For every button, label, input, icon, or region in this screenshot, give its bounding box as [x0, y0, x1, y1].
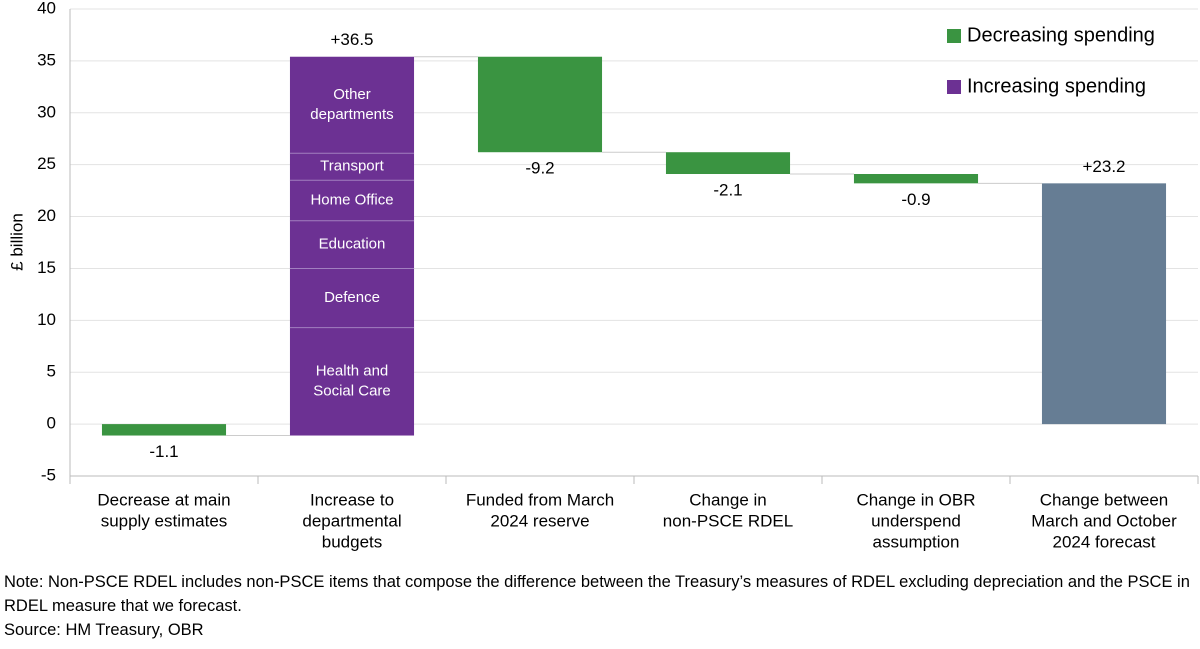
value-label: -2.1	[713, 180, 742, 199]
segment-label: Transport	[320, 158, 384, 175]
x-tick-label: Change in OBR	[856, 490, 975, 509]
x-tick-label: supply estimates	[101, 511, 228, 530]
value-label: +23.2	[1082, 157, 1125, 176]
value-label: -0.9	[901, 190, 930, 209]
segment-label: Other	[333, 86, 371, 103]
y-tick-label: 40	[37, 0, 56, 17]
legend-swatch	[947, 29, 961, 43]
segment-label: Health and	[316, 363, 389, 380]
y-tick-label: 5	[47, 362, 56, 381]
value-label: -1.1	[149, 442, 178, 461]
source: Source: HM Treasury, OBR	[4, 621, 204, 639]
x-tick-label: Increase to	[310, 490, 394, 509]
bar-segment	[289, 220, 415, 269]
x-tick-label: Change in	[689, 490, 767, 509]
x-tick-label: Decrease at main	[97, 490, 230, 509]
x-tick-label: departmental	[302, 511, 401, 530]
bar-segment	[289, 268, 415, 328]
chart: £ billion -5 0 5 10 15 20 25 30 35 40 -1.1 Decrease…	[7, 0, 1199, 551]
segment-label: Defence	[324, 289, 380, 306]
y-tick-label: 10	[37, 310, 56, 329]
legend-label: Decreasing spending	[967, 24, 1155, 46]
y-tick-label: 25	[37, 154, 56, 173]
y-tick-label: 35	[37, 50, 56, 69]
y-tick-label: 20	[37, 206, 56, 225]
x-tick-label: non-PSCE RDEL	[663, 511, 793, 530]
y-axis-label: £ billion	[7, 213, 26, 271]
value-label: -9.2	[525, 159, 554, 178]
legend-swatch	[947, 80, 961, 94]
bar	[853, 174, 979, 184]
bar	[1041, 183, 1167, 425]
y-tick-label: 0	[47, 414, 56, 433]
segment-label: Home Office	[310, 191, 393, 208]
bar	[477, 56, 603, 153]
segment-label: Social Care	[313, 383, 391, 400]
note: Note: Non-PSCE RDEL includes non-PSCE it…	[4, 573, 1190, 615]
x-tick-label: underspend	[871, 511, 961, 530]
value-label: +36.5	[330, 30, 373, 49]
x-tick-label: March and October	[1031, 511, 1177, 530]
x-tick-label: assumption	[873, 532, 960, 551]
y-tick-label: 15	[37, 258, 56, 277]
y-tick-label: -5	[41, 465, 56, 484]
segment-label: Education	[319, 236, 386, 253]
notes: Note: Non-PSCE RDEL includes non-PSCE it…	[4, 570, 1194, 642]
bar-segment	[289, 180, 415, 221]
x-tick-label: budgets	[322, 532, 383, 551]
bar	[665, 152, 791, 175]
x-tick-label: Funded from March	[466, 490, 614, 509]
bar-segment	[289, 327, 415, 436]
bar-segment	[289, 56, 415, 154]
x-tick-label: 2024 forecast	[1052, 532, 1155, 551]
legend-label: Increasing spending	[967, 75, 1146, 97]
bar	[101, 424, 227, 436]
y-tick-label: 30	[37, 102, 56, 121]
bar-segment	[289, 153, 415, 181]
x-tick-label: 2024 reserve	[490, 511, 589, 530]
segment-label: departments	[310, 106, 393, 123]
x-tick-label: Change between	[1040, 490, 1169, 509]
